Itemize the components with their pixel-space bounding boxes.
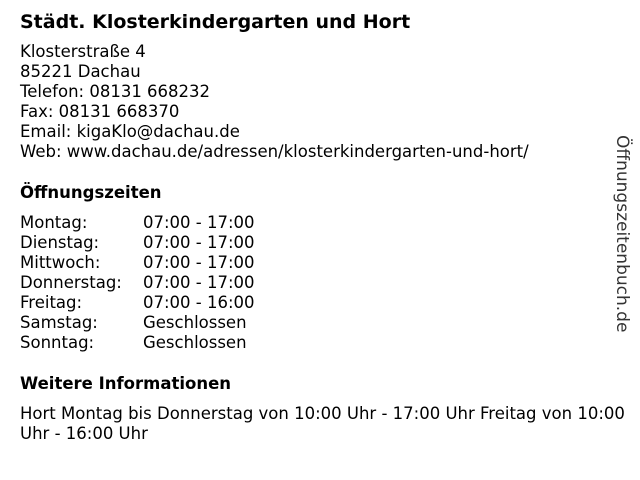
time: 07:00 - 17:00 [143,273,255,292]
hours-row: Sonntag: Geschlossen [20,333,255,353]
email: Email: kigaKlo@dachau.de [20,122,240,141]
hours-row: Freitag: 07:00 - 16:00 [20,293,255,313]
day: Sonntag: [20,333,95,352]
day: Donnerstag: [20,273,122,292]
hours-heading: Öffnungszeiten [20,183,162,202]
hours-table: Montag: 07:00 - 17:00 Dienstag: 07:00 - 17… [20,213,255,353]
info-text: Hort Montag bis Donnerstag von 10:00 Uhr… [20,404,625,443]
time: 07:00 - 16:00 [143,293,255,312]
info-heading: Weitere Informationen [20,374,232,393]
phone: Telefon: 08131 668232 [20,82,211,101]
time: 07:00 - 17:00 [143,253,255,272]
time: Geschlossen [143,313,247,332]
hours-row: Samstag: Geschlossen [20,313,255,333]
day: Mittwoch: [20,253,101,272]
website: Web: www.dachau.de/adressen/klosterkinde… [20,142,529,161]
fax: Fax: 08131 668370 [20,102,180,121]
address-block: Klosterstraße 4 85221 Dachau Telefon: 08… [20,42,529,162]
time: 07:00 - 17:00 [143,213,255,232]
street: Klosterstraße 4 [20,42,146,61]
hours-row: Mittwoch: 07:00 - 17:00 [20,253,255,273]
city: 85221 Dachau [20,62,141,81]
hours-row: Donnerstag: 07:00 - 17:00 [20,273,255,293]
time: Geschlossen [143,333,247,352]
hours-row: Dienstag: 07:00 - 17:00 [20,233,255,253]
watermark: Öffnungszeitenbuch.de [612,135,632,333]
page-title: Städt. Klosterkindergarten und Hort [20,11,411,33]
day: Freitag: [20,293,83,312]
day: Samstag: [20,313,98,332]
hours-row: Montag: 07:00 - 17:00 [20,213,255,233]
day: Montag: [20,213,88,232]
day: Dienstag: [20,233,100,252]
time: 07:00 - 17:00 [143,233,255,252]
